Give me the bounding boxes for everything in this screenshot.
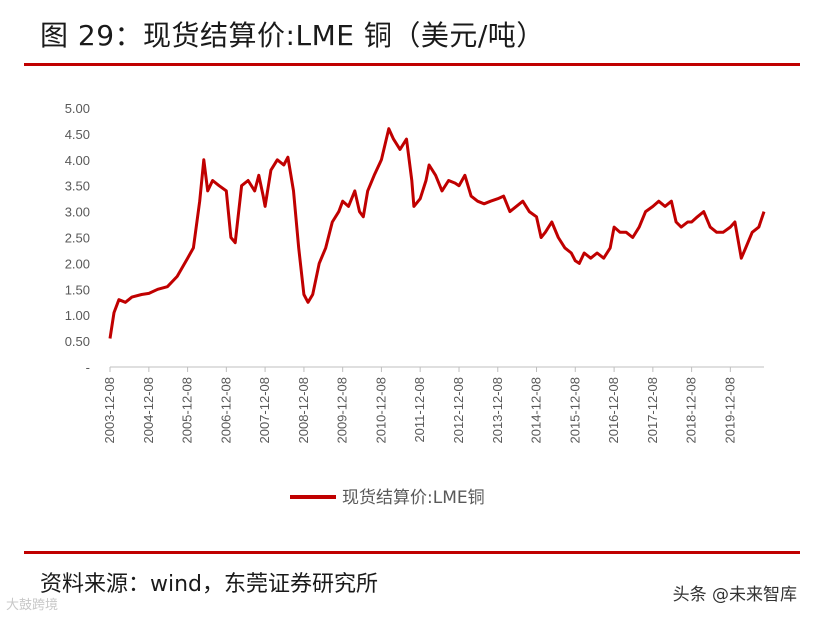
- source-note: 资料来源：wind，东莞证券研究所: [40, 572, 379, 597]
- x-tick-label: 2018-12-08: [684, 377, 699, 444]
- x-tick-label: 2004-12-08: [141, 377, 156, 444]
- y-tick-label: 1.00: [65, 308, 90, 323]
- title-rule: [24, 63, 800, 66]
- y-axis: - 0.50 1.00 1.50 2.00 2.50 3.00 3.50 4.00 4.50 5.0…: [65, 101, 90, 375]
- x-tick-label: 2007-12-08: [257, 377, 272, 444]
- source-rule: [24, 551, 800, 554]
- x-tick-label: 2017-12-08: [645, 377, 660, 444]
- x-axis: 2003-12-08 2004-12-08 2005-12-08 2006-12-08…: [102, 367, 737, 444]
- legend-label: 现货结算价:LME铜: [342, 488, 485, 508]
- y-tick-label: 4.50: [65, 127, 90, 142]
- y-tick-label: 2.50: [65, 231, 90, 246]
- x-tick-label: 2016-12-08: [606, 377, 621, 444]
- x-tick-label: 2009-12-08: [335, 377, 350, 444]
- x-tick-label: 2010-12-08: [373, 377, 388, 444]
- x-tick-label: 2011-12-08: [412, 377, 427, 443]
- series-line: [108, 127, 766, 339]
- x-tick-label: 2014-12-08: [529, 377, 544, 444]
- legend: 现货结算价:LME铜: [290, 488, 485, 508]
- x-tick-label: 2003-12-08: [102, 377, 117, 444]
- watermark-right: 头条 @未来智库: [672, 585, 797, 605]
- x-tick-label: 2015-12-08: [567, 377, 582, 444]
- x-tick-label: 2012-12-08: [451, 377, 466, 444]
- y-tick-label: 1.50: [65, 282, 90, 297]
- x-tick-label: 2005-12-08: [180, 377, 195, 444]
- y-tick-label: 5.00: [65, 101, 90, 116]
- y-tick-label: 3.00: [65, 205, 90, 220]
- y-tick-label: 0.50: [65, 334, 90, 349]
- x-tick-label: 2019-12-08: [722, 377, 737, 444]
- series-layer: [108, 127, 766, 339]
- y-tick-label: -: [86, 360, 90, 375]
- y-tick-label: 3.50: [65, 179, 90, 194]
- x-tick-label: 2013-12-08: [490, 377, 505, 444]
- figure-title: 图 29：现货结算价:LME 铜（美元/吨）: [40, 19, 545, 52]
- x-tick-label: 2008-12-08: [296, 377, 311, 444]
- watermark-left: 大鼓跨境: [6, 598, 59, 613]
- x-tick-label: 2006-12-08: [218, 377, 233, 444]
- y-tick-label: 2.00: [65, 256, 90, 271]
- y-tick-label: 4.00: [65, 153, 90, 168]
